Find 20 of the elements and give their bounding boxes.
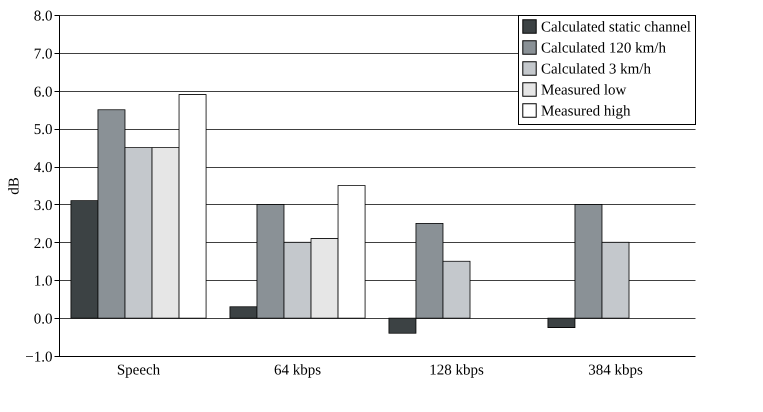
- y-tick-label: 5.0: [34, 122, 52, 138]
- x-tick-label: 384 kbps: [588, 362, 643, 378]
- legend-label: Calculated 3 km/h: [541, 62, 652, 78]
- y-tick-label: 2.0: [34, 236, 52, 252]
- y-axis-title: dB: [6, 177, 22, 195]
- x-tick-label: 64 kbps: [274, 362, 322, 378]
- legend-label: Calculated 120 km/h: [541, 40, 666, 56]
- y-tick-label: 4.0: [34, 160, 52, 176]
- y-tick-label: 0.0: [34, 312, 52, 328]
- legend-label: Measured high: [541, 104, 632, 120]
- y-tick-label: 3.0: [34, 198, 52, 214]
- x-tick-label: 128 kbps: [429, 362, 484, 378]
- y-tick-label: −1.0: [25, 350, 52, 366]
- y-tick-label: 8.0: [34, 8, 52, 24]
- legend-label: Calculated static channel: [541, 20, 691, 36]
- y-tick-label: 7.0: [34, 46, 52, 62]
- x-tick-label: Speech: [116, 362, 161, 378]
- y-tick-label: 1.0: [34, 274, 52, 290]
- y-tick-label: 6.0: [34, 84, 52, 100]
- legend-label: Measured low: [541, 82, 627, 98]
